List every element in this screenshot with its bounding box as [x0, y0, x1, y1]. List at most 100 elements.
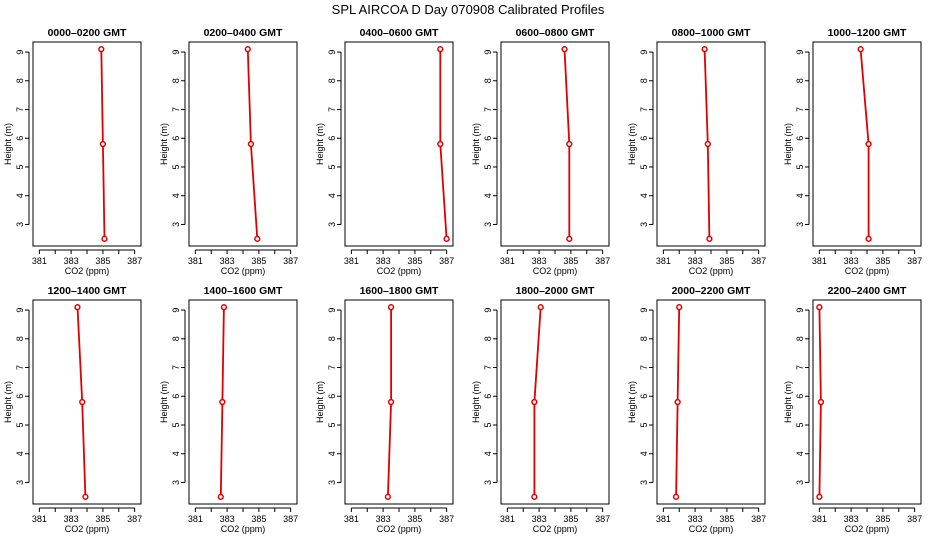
y-tick-label: 9	[483, 308, 493, 313]
panel-title: 1600–1800 GMT	[360, 285, 439, 297]
y-tick-label: 6	[795, 394, 805, 399]
y-tick-label: 3	[483, 222, 493, 227]
co2-data-point	[219, 398, 226, 406]
y-tick-label: 8	[639, 336, 649, 341]
y-axis-label: Height (m)	[783, 381, 793, 423]
x-tick-label: 387	[439, 256, 454, 266]
y-tick-label: 5	[795, 164, 805, 169]
x-axis-label: CO2 (ppm)	[221, 524, 266, 534]
x-tick-label: 383	[688, 514, 703, 524]
co2-data-point	[74, 304, 81, 311]
plot-frame	[812, 299, 922, 505]
plot-frame	[32, 41, 142, 247]
x-tick-label: 385	[719, 514, 734, 524]
x-tick-label: 383	[376, 256, 391, 266]
co2-data-point	[676, 304, 683, 311]
y-tick-label: 3	[639, 222, 649, 227]
y-tick-label: 8	[795, 336, 805, 341]
co2-data-point	[704, 140, 711, 148]
x-tick-label: 383	[64, 256, 79, 266]
y-tick-label: 9	[15, 50, 25, 55]
panel-title: 1000–1200 GMT	[828, 27, 907, 39]
x-tick-label: 387	[751, 256, 766, 266]
y-tick-label: 5	[15, 164, 25, 169]
figure-title: SPL AIRCOA D Day 070908 Calibrated Profi…	[332, 2, 605, 17]
co2-data-point	[537, 304, 544, 311]
plot-frame	[32, 299, 142, 505]
co2-data-point	[220, 304, 228, 311]
co2-data-point	[566, 235, 573, 242]
co2-data-point	[531, 398, 538, 406]
y-tick-label: 7	[639, 107, 649, 112]
y-tick-label: 7	[171, 365, 181, 370]
y-axis-label: Height (m)	[471, 381, 481, 423]
y-tick-label: 4	[171, 193, 181, 198]
y-axis-label: Height (m)	[3, 123, 13, 165]
co2-data-point	[79, 398, 86, 406]
x-tick-label: 385	[251, 256, 266, 266]
x-tick-label: 381	[188, 514, 203, 524]
co2-data-point	[99, 140, 107, 148]
y-tick-label: 3	[483, 480, 493, 485]
x-tick-label: 383	[220, 256, 235, 266]
panel: 2200–2400 GMT 381 383 385 387 CO2 (ppm) 3 4 5 6 7 8…	[783, 285, 922, 534]
co2-data-point	[561, 46, 568, 53]
x-tick-label: 387	[751, 514, 766, 524]
y-tick-label: 3	[15, 222, 25, 227]
y-tick-label: 7	[327, 107, 337, 112]
panel-title: 0000–0200 GMT	[48, 27, 127, 39]
x-tick-label: 387	[595, 514, 610, 524]
co2-data-point	[98, 46, 105, 53]
y-tick-label: 9	[171, 50, 181, 55]
y-tick-label: 9	[639, 308, 649, 313]
y-tick-label: 5	[15, 422, 25, 427]
y-tick-label: 6	[327, 394, 337, 399]
co2-data-point	[387, 398, 395, 406]
y-tick-label: 7	[483, 365, 493, 370]
y-axis-label: Height (m)	[315, 381, 325, 423]
x-tick-label: 385	[719, 256, 734, 266]
x-tick-label: 385	[875, 256, 890, 266]
x-axis-label: CO2 (ppm)	[65, 524, 110, 534]
y-tick-label: 8	[171, 78, 181, 83]
y-tick-label: 4	[15, 193, 25, 198]
panel-title: 1200–1400 GMT	[48, 285, 127, 297]
co2-data-point	[437, 140, 444, 148]
x-tick-label: 383	[220, 514, 235, 524]
y-tick-label: 4	[483, 451, 493, 456]
y-tick-label: 6	[639, 136, 649, 141]
x-tick-label: 383	[688, 256, 703, 266]
y-tick-label: 4	[639, 451, 649, 456]
y-tick-label: 5	[639, 422, 649, 427]
x-tick-label: 387	[283, 514, 298, 524]
x-axis-label: CO2 (ppm)	[845, 524, 890, 534]
x-tick-label: 381	[188, 256, 203, 266]
panel: 0200–0400 GMT 381 383 385 387 CO2 (ppm) 3 4 5 6 7 8…	[159, 27, 298, 276]
y-tick-label: 7	[327, 365, 337, 370]
y-tick-label: 4	[795, 193, 805, 198]
x-tick-label: 385	[875, 514, 890, 524]
y-tick-label: 5	[327, 422, 337, 427]
co2-data-point	[817, 398, 825, 406]
y-tick-label: 4	[15, 451, 25, 456]
x-tick-label: 381	[656, 514, 671, 524]
panel-title: 0400–0600 GMT	[360, 27, 439, 39]
y-tick-label: 7	[15, 107, 25, 112]
co2-data-point	[82, 493, 89, 500]
y-tick-label: 6	[15, 136, 25, 141]
y-tick-label: 9	[639, 50, 649, 55]
x-tick-label: 387	[127, 514, 142, 524]
x-axis-label: CO2 (ppm)	[845, 266, 890, 276]
panel: 1400–1600 GMT 381 383 385 387 CO2 (ppm) 3 4 5 6 7 8…	[159, 285, 298, 534]
y-tick-label: 5	[483, 164, 493, 169]
co2-data-point	[217, 493, 224, 500]
y-tick-label: 7	[483, 107, 493, 112]
y-tick-label: 8	[795, 78, 805, 83]
panel-title: 2000–2200 GMT	[672, 285, 751, 297]
panel: 1000–1200 GMT 381 383 385 387 CO2 (ppm) 3 4 5 6 7 8…	[783, 27, 922, 276]
plot-frame	[188, 299, 298, 505]
panel: 1600–1800 GMT 381 383 385 387 CO2 (ppm) 3 4 5 6 7 8…	[315, 285, 454, 534]
y-tick-label: 3	[327, 480, 337, 485]
y-tick-label: 3	[639, 480, 649, 485]
